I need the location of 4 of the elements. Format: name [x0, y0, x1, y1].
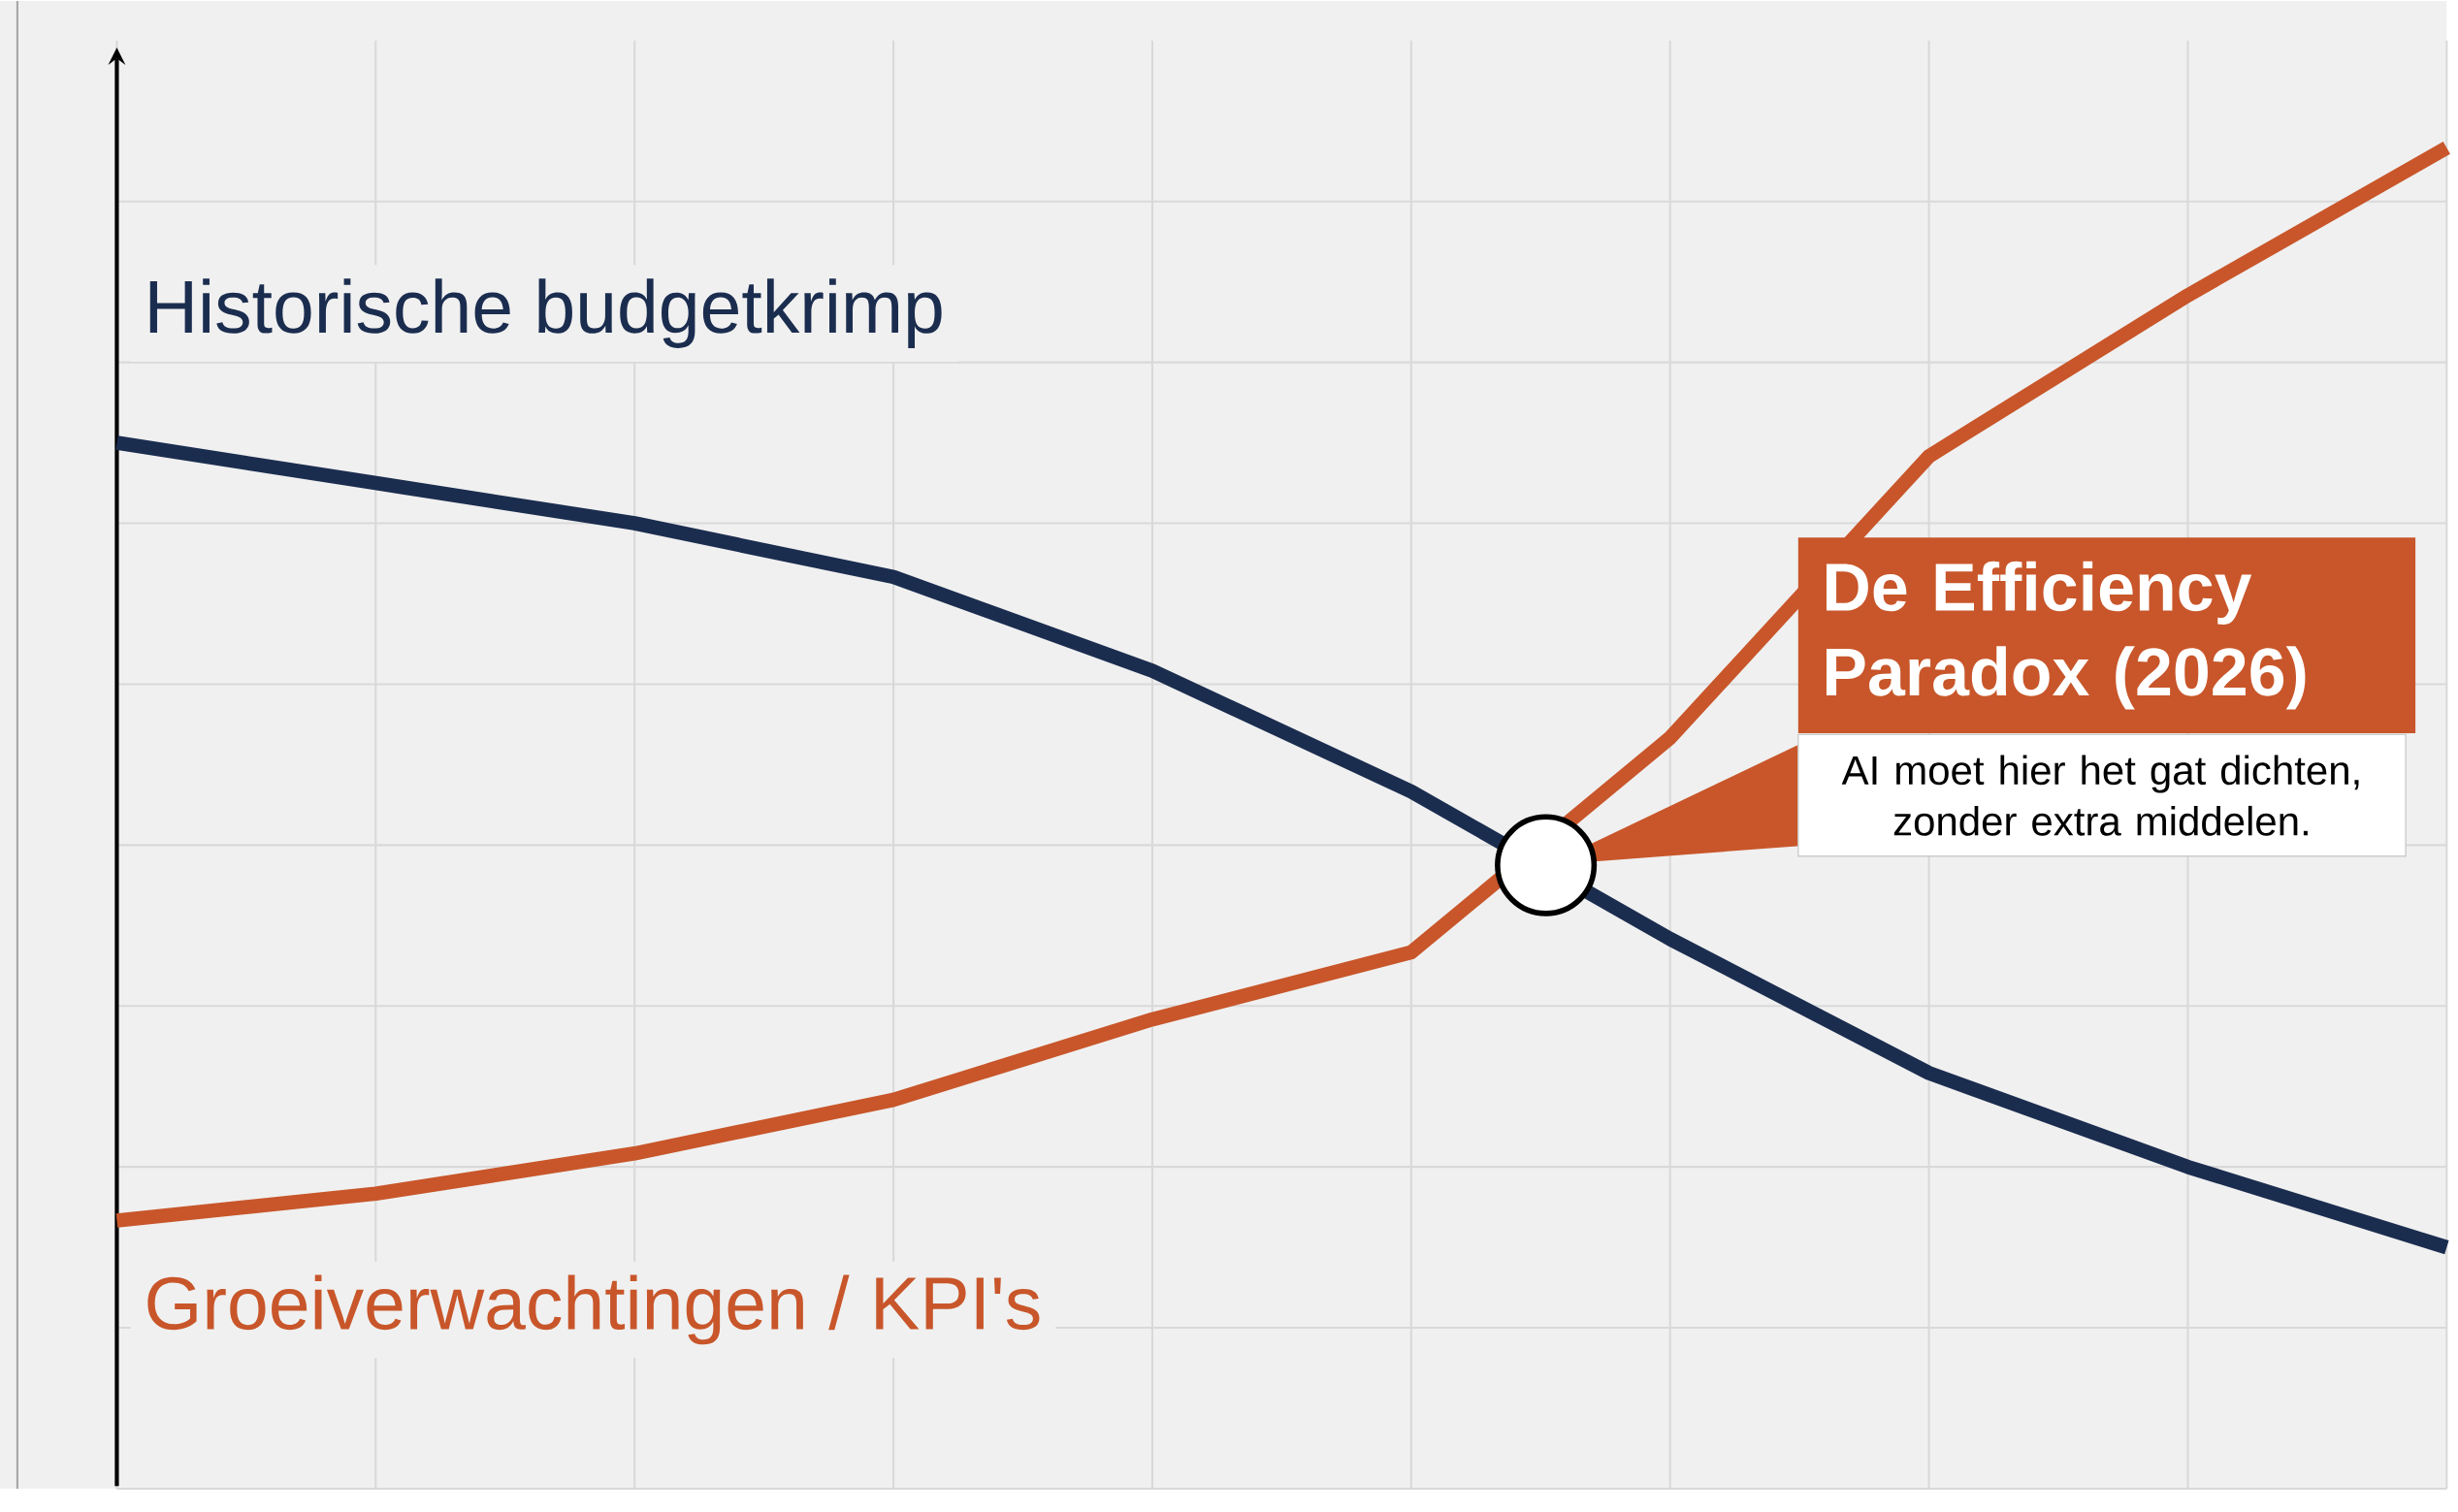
annotation: AI moet hier het gat dichten, zonder extra middelen.: [1841, 755, 2359, 836]
series-label: Historische budgetkrimp: [149, 278, 942, 348]
series-label: Groeiverwachtingen / KPI's: [147, 1274, 1040, 1345]
annotation: De Efficiency Paradox (2026): [1826, 561, 2306, 710]
